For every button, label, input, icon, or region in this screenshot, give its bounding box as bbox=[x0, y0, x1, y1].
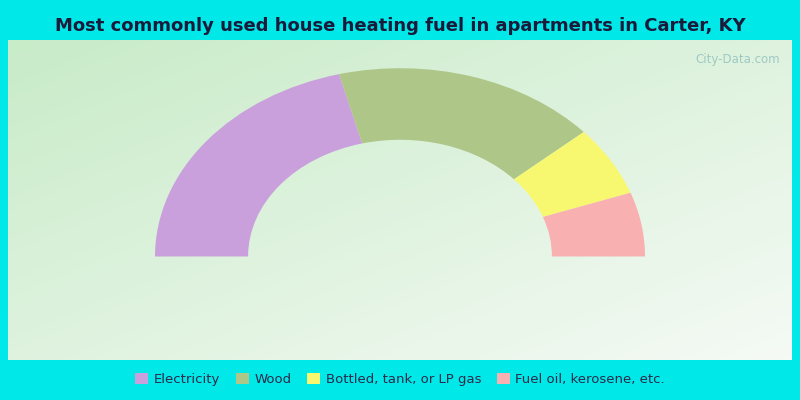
Wedge shape bbox=[155, 74, 362, 256]
Text: City-Data.com: City-Data.com bbox=[695, 53, 780, 66]
Wedge shape bbox=[543, 193, 645, 256]
Legend: Electricity, Wood, Bottled, tank, or LP gas, Fuel oil, kerosene, etc.: Electricity, Wood, Bottled, tank, or LP … bbox=[130, 368, 670, 392]
Text: Most commonly used house heating fuel in apartments in Carter, KY: Most commonly used house heating fuel in… bbox=[54, 17, 746, 35]
Wedge shape bbox=[514, 132, 630, 217]
Wedge shape bbox=[339, 68, 584, 179]
